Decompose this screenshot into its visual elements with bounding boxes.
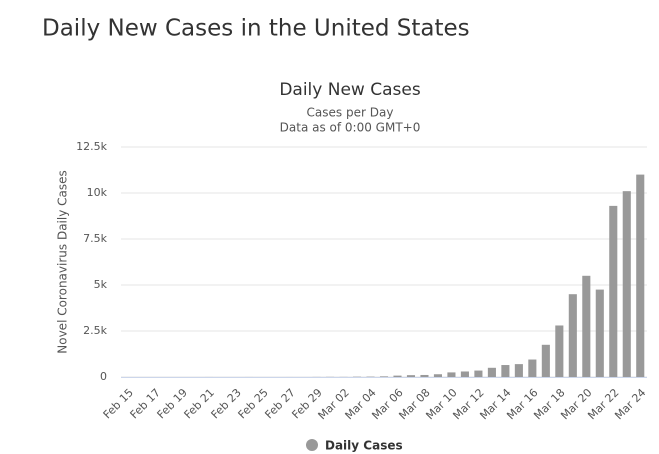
bar xyxy=(555,325,564,377)
bar xyxy=(541,344,550,377)
bar xyxy=(433,374,442,377)
y-tick-label: 7.5k xyxy=(83,232,107,245)
legend-marker xyxy=(306,439,318,451)
bar xyxy=(528,359,537,377)
bar xyxy=(474,370,483,377)
bar xyxy=(406,375,416,377)
bar xyxy=(514,364,523,377)
chart-title: Daily New Cases xyxy=(279,80,421,100)
bar xyxy=(568,294,577,377)
chart-subtitle: Cases per Day xyxy=(307,106,394,120)
legend-label: Daily Cases xyxy=(325,439,403,453)
y-tick-label: 5k xyxy=(94,278,108,291)
bar xyxy=(447,372,456,377)
bar xyxy=(636,174,645,377)
bar xyxy=(609,205,618,377)
chart-subtitle: Data as of 0:00 GMT+0 xyxy=(280,121,421,135)
y-tick-label: 2.5k xyxy=(83,324,107,337)
bar xyxy=(595,289,604,377)
y-tick-label: 12.5k xyxy=(76,140,107,153)
bar xyxy=(501,365,510,377)
y-tick-label: 0 xyxy=(100,370,107,383)
y-axis-label: Novel Coronavirus Daily Cases xyxy=(56,170,70,353)
bar xyxy=(420,374,429,377)
bar xyxy=(460,371,469,377)
page-title: Daily New Cases in the United States xyxy=(42,16,470,42)
bar xyxy=(379,376,389,377)
y-tick-label: 10k xyxy=(87,186,108,199)
bar xyxy=(622,191,631,377)
bar xyxy=(487,367,496,377)
bar xyxy=(393,375,402,377)
bar xyxy=(582,275,591,377)
